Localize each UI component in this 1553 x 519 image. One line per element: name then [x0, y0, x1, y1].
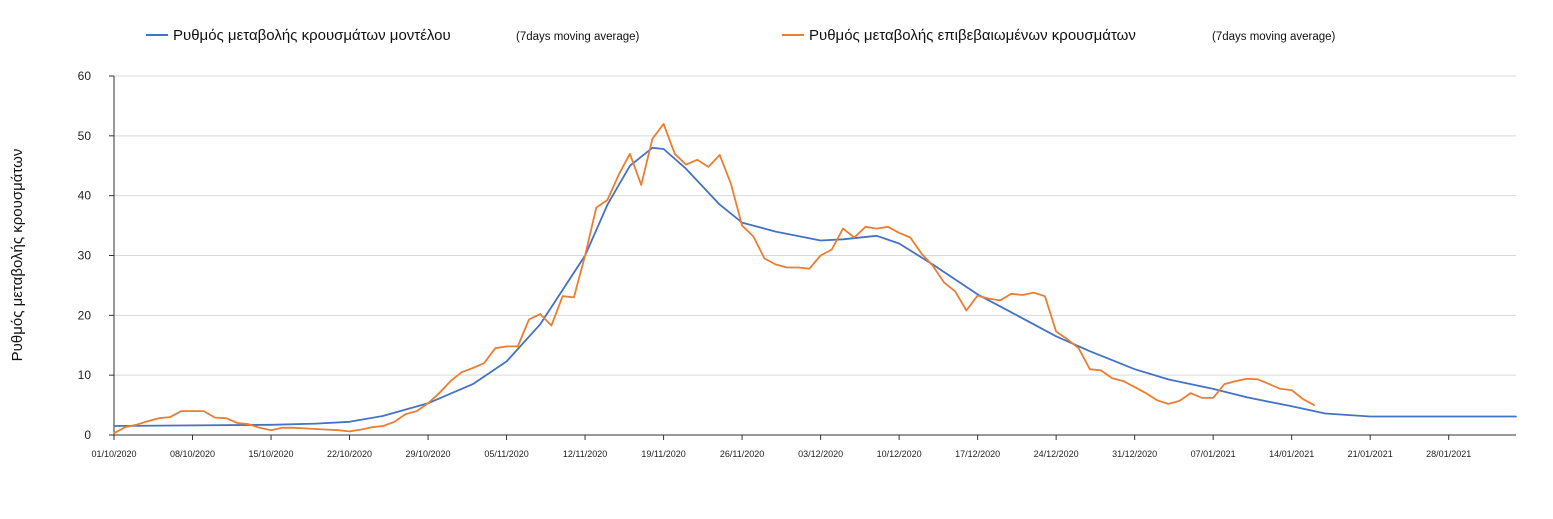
legend-note-confirmed: (7days moving average)	[1212, 31, 1336, 43]
x-tick-label-0: 01/10/2020	[91, 449, 136, 459]
y-tick-label-3: 30	[78, 249, 92, 263]
series-lines	[113, 123, 1517, 435]
y-tick-label-2: 20	[78, 308, 92, 322]
x-tick-label-14: 07/01/2021	[1191, 449, 1236, 459]
legend: Ρυθμός μεταβολής κρουσμάτων μοντέλου (7d…	[146, 27, 1336, 44]
series-line-0	[113, 146, 1517, 427]
x-tick-label-17: 28/01/2021	[1426, 449, 1471, 459]
gridlines	[114, 75, 1516, 376]
x-tick-label-13: 31/12/2020	[1112, 449, 1157, 459]
y-tick-label-5: 50	[78, 129, 92, 143]
x-tick-label-2: 15/10/2020	[249, 449, 294, 459]
x-axis-ticks: 01/10/2020 08/10/2020 15/10/2020 22/10/2020…	[91, 435, 1471, 459]
x-tick-label-6: 12/11/2020	[563, 449, 607, 459]
x-tick-label-3: 22/10/2020	[327, 449, 372, 459]
legend-label-model: Ρυθμός μεταβολής κρουσμάτων μοντέλου	[173, 27, 451, 44]
x-tick-label-9: 03/12/2020	[798, 449, 843, 459]
legend-item-model: Ρυθμός μεταβολής κρουσμάτων μοντέλου (7d…	[146, 27, 640, 44]
x-tick-label-5: 05/11/2020	[484, 449, 528, 459]
legend-item-confirmed: Ρυθμός μεταβολής επιβεβαιωμένων κρουσμάτ…	[782, 27, 1336, 44]
series-line-1	[113, 123, 1315, 435]
y-axis-label: Ρυθμός μεταβολής κρουσμάτων	[9, 149, 26, 362]
x-tick-label-8: 26/11/2020	[720, 449, 764, 459]
x-tick-label-7: 19/11/2020	[641, 449, 685, 459]
x-tick-label-11: 17/12/2020	[955, 449, 1000, 459]
legend-note-model: (7days moving average)	[516, 31, 640, 43]
y-tick-label-6: 60	[78, 69, 92, 83]
legend-label-confirmed: Ρυθμός μεταβολής επιβεβαιωμένων κρουσμάτ…	[809, 27, 1136, 44]
x-tick-label-15: 14/01/2021	[1269, 449, 1314, 459]
x-tick-label-16: 21/01/2021	[1348, 449, 1393, 459]
y-tick-label-1: 10	[78, 368, 92, 382]
y-axis-ticks: 0 10 20 30 40 50 60	[78, 69, 114, 442]
x-tick-label-4: 29/10/2020	[406, 449, 451, 459]
y-tick-label-4: 40	[78, 189, 92, 203]
y-tick-label-0: 0	[84, 428, 91, 442]
x-tick-label-10: 10/12/2020	[877, 449, 922, 459]
x-tick-label-12: 24/12/2020	[1034, 449, 1079, 459]
x-tick-label-1: 08/10/2020	[170, 449, 215, 459]
